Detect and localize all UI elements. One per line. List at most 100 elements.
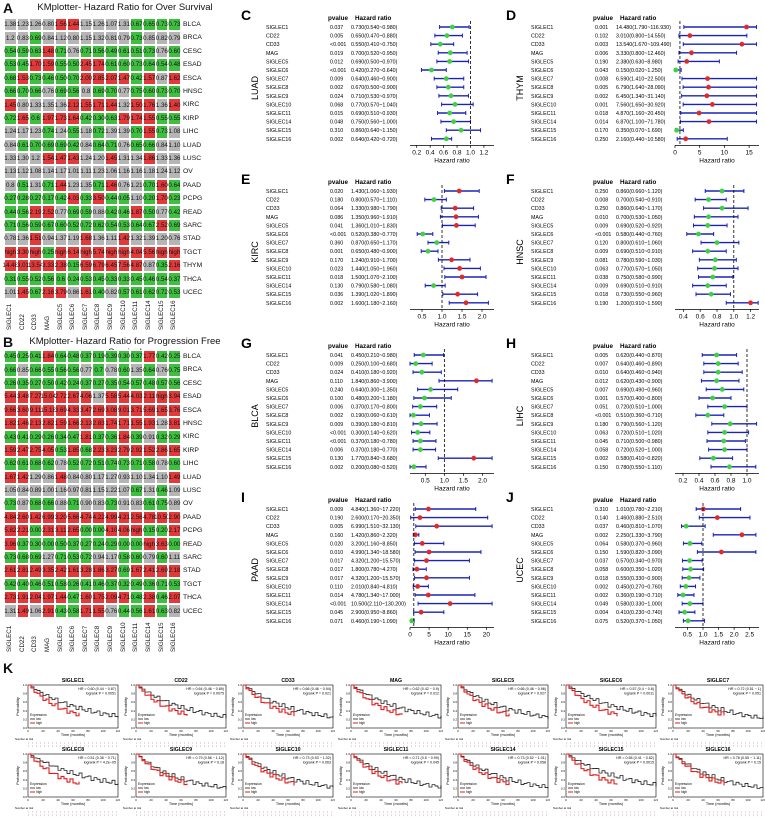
panelA-cell: 0.64 [130, 218, 143, 233]
panelB-cell: 0.66 [29, 363, 42, 377]
forest-point [424, 575, 429, 581]
forest-gene: SIGLEC7 [266, 77, 288, 83]
km-legend-low: low [681, 786, 686, 790]
panelA-cell: 1.23 [67, 178, 80, 193]
forest-pvalue: 0.170 [330, 258, 343, 264]
forest-hr-text: 0.690(0.510~0.910) [616, 284, 663, 290]
panelB-cell: 0.50 [41, 376, 55, 391]
km-gene-title: CD22 [174, 678, 187, 684]
panelA-cell: 0.31 [4, 272, 17, 286]
panelA-row-label: LUAD [183, 141, 202, 149]
panelA-cell: 0.76 [117, 178, 131, 193]
panelA-cell: 0.54 [155, 58, 169, 72]
forest-hr-text: 0.690(0.500~0.970) [351, 59, 398, 65]
km-xtick: 60 [394, 798, 398, 802]
forest-pvalue: 0.012 [595, 379, 608, 385]
panelB-cell: 1.86 [92, 564, 105, 578]
panelA-cell: 1.55 [79, 98, 93, 112]
forest-pvalue: 0.001 [595, 102, 608, 108]
panelA-cell: 0.54 [105, 218, 118, 233]
panelB-cell: 0.82 [168, 604, 181, 618]
forest-pvalue: 0.250 [595, 189, 608, 195]
panelB-cell: 0.43 [4, 430, 17, 444]
panelB-cell: 0.26 [67, 577, 80, 592]
forest-gene: SIGLEC15 [531, 128, 556, 134]
panelB-cell: 2.04 [29, 591, 42, 605]
forest-hr-text: 0.800(0.610~1.060) [616, 241, 663, 247]
panelA-cell: 0.67 [29, 285, 42, 300]
km-risk-label: Number at risk [15, 737, 34, 741]
panelA-col-label: SIGLEC11 [132, 300, 140, 330]
panelB-cell: 4.06 [117, 524, 131, 538]
forest-point [687, 541, 693, 546]
km-ytick: 0.0 [453, 795, 458, 799]
forest-hr-text: 0.200(0.080~0.520) [351, 465, 398, 471]
km-hr: HR = 0.57 (0.4 − 0.8) [620, 687, 654, 691]
forest-point [727, 421, 733, 427]
forest-gene: SIGLEC10 [531, 584, 556, 590]
panelA-cell: 2.16 [168, 259, 181, 273]
forest-hr-text: 0.640(0.460~0.890) [616, 362, 663, 368]
km-xtick: 40 [56, 798, 60, 802]
panelB-cell: 2.72 [54, 390, 68, 404]
km-xtick: 0 [350, 729, 352, 733]
forest-gene: SIGLEC1 [531, 507, 553, 513]
km-ytick: 1.0 [668, 752, 673, 756]
forest-point [426, 506, 431, 512]
km-ytick: 0.8 [668, 692, 673, 696]
panelB-row-label: CESC [183, 379, 202, 387]
forest-gene: SIGLEC14 [531, 284, 556, 290]
panelA-cell: 1.76 [142, 98, 156, 112]
forest-hr-text: 0.690(0.510~0.930) [351, 111, 398, 117]
panelA-cell: 1.23 [92, 165, 105, 179]
km-ytick: 0.4 [453, 778, 458, 782]
panelA-cell: 0.69 [92, 84, 105, 99]
panelA-cell: 0.46 [41, 71, 55, 85]
km-ytick: 0.2 [238, 786, 243, 790]
km-gene-title: SIGLEC8 [62, 747, 84, 753]
forest-tick-label: 1.5 [714, 631, 723, 638]
panelA-cell: 0.62 [92, 218, 105, 233]
forest-point [445, 84, 451, 90]
panelB-cell: 0.56 [168, 376, 181, 391]
forest-gene: SIGLEC9 [531, 94, 553, 100]
panelA-cell: 1.01 [4, 285, 17, 300]
forest-hr-text: 13.540(1.670~109.490) [616, 42, 671, 48]
km-xlabel: Time (months) [598, 733, 623, 737]
forest-gene: SIGLEC14 [531, 602, 556, 608]
panelB-cell: 1.16 [54, 483, 68, 498]
panelA-cell: 1.23 [29, 125, 42, 139]
panelA-cell: 0.80 [41, 18, 55, 32]
km-xtick: 0 [242, 798, 244, 802]
panelB-row-label: PAAD [183, 513, 202, 521]
km-legend-title: Expression [460, 782, 477, 786]
km-risk-label: Number at risk [553, 737, 572, 741]
forest-hr-text: 0.620(0.440~0.870) [616, 353, 663, 359]
panelB-cell: 5.66 [67, 510, 80, 525]
forest-point [459, 274, 465, 280]
forest-pvalue: 0.310 [330, 128, 343, 134]
panelB-cell: 3.81 [168, 416, 181, 431]
forest-hr-text: 1.770(0.840~3.680) [351, 456, 398, 462]
panelB-cell: 1.06 [29, 604, 42, 618]
panelB-cell: 1.65 [155, 403, 169, 417]
panelA-cell: high [79, 245, 93, 260]
km-legend-title: Expression [245, 782, 262, 786]
forest-gene: SIGLEC15 [266, 128, 291, 134]
forest-point [705, 412, 711, 418]
forest-pvalue: 0.049 [595, 602, 608, 608]
panel-letter: H [506, 336, 516, 351]
forest-pvalue: <0.001 [330, 430, 346, 436]
forest-gene: CD33 [531, 42, 545, 48]
panelA-cell: 0.71 [4, 218, 17, 233]
panelA-cell: 0.42 [54, 192, 68, 206]
panelB-cell: 3.35 [41, 564, 55, 578]
forest-point [696, 110, 702, 116]
panelA-cell: 1.51 [29, 232, 42, 246]
panelA-col-label: SIGLEC5 [56, 303, 64, 330]
panelA-cell: 1.39 [105, 125, 118, 139]
forest-point [456, 188, 462, 194]
